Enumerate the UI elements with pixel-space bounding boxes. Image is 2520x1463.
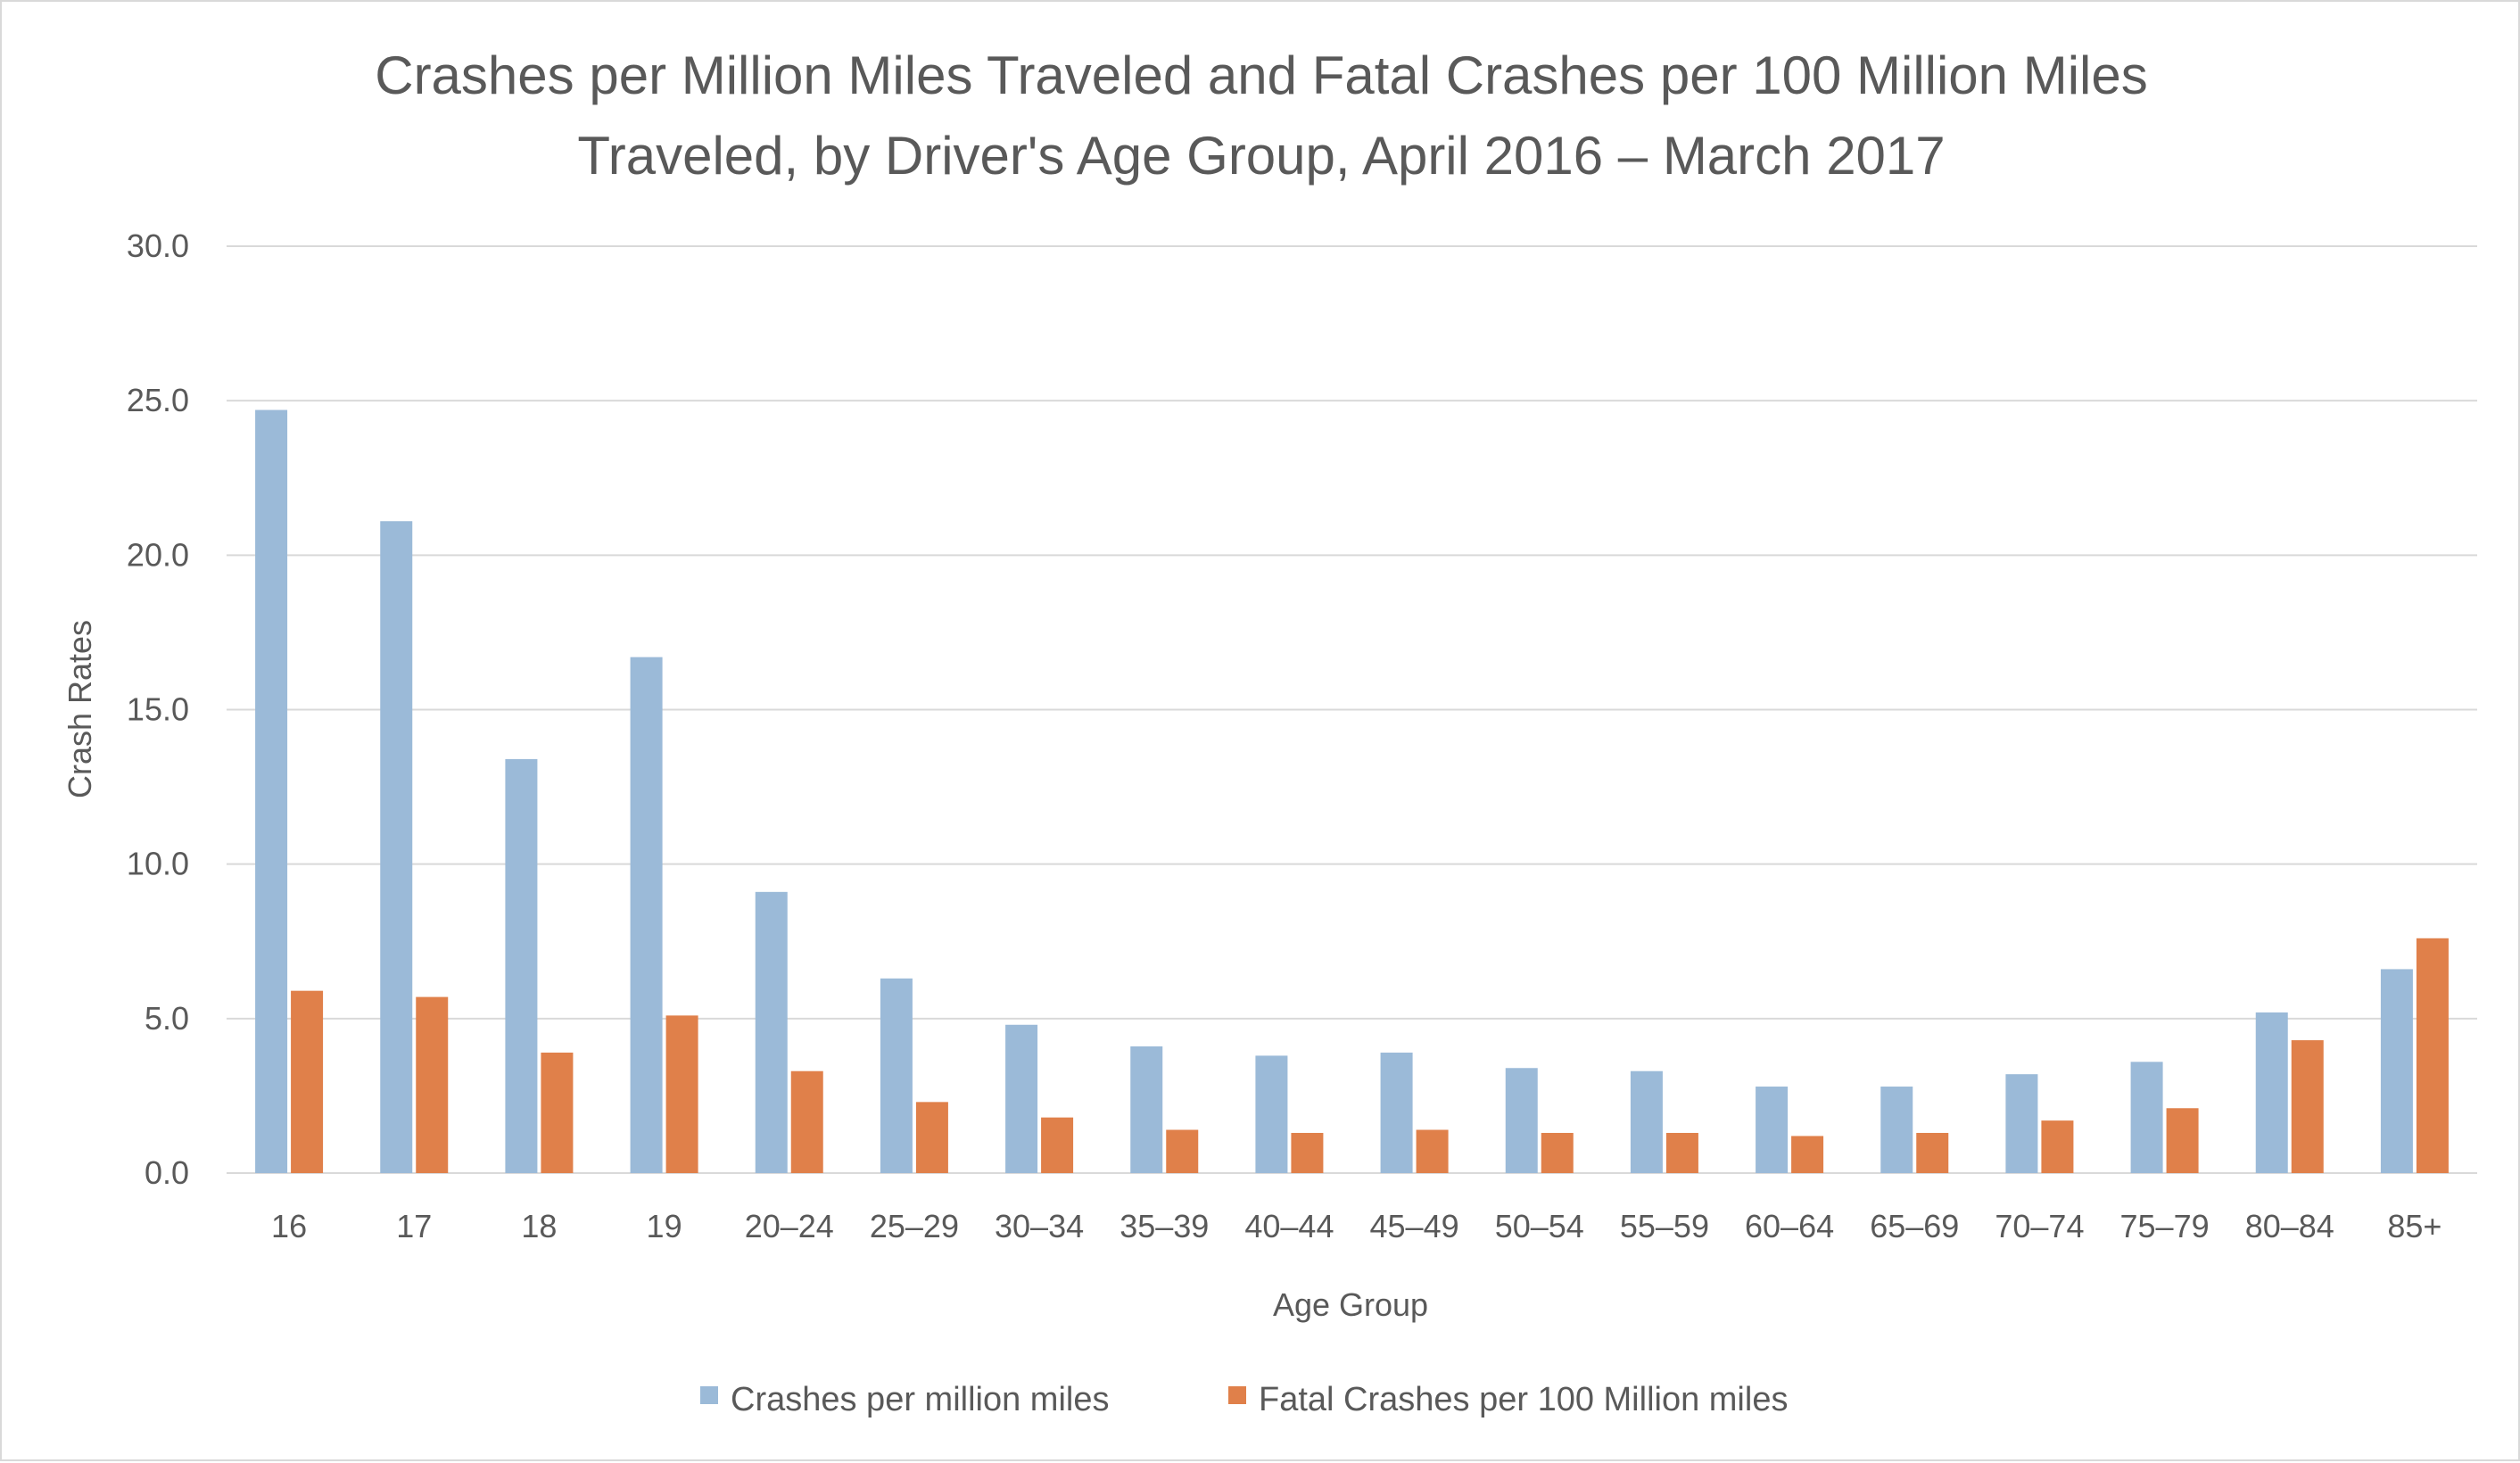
x-tick-label: 65–69 xyxy=(1870,1208,1959,1244)
legend-label: Fatal Crashes per 100 Million miles xyxy=(1259,1381,1788,1418)
y-tick-label: 20.0 xyxy=(127,536,189,573)
x-tick-label: 85+ xyxy=(2387,1208,2442,1244)
bar-crashes xyxy=(2130,1062,2163,1173)
y-tick-label: 15.0 xyxy=(127,691,189,728)
y-tick-label: 10.0 xyxy=(127,846,189,882)
bar-crashes xyxy=(380,521,413,1173)
legend-swatch xyxy=(1228,1386,1246,1404)
bar-crashes xyxy=(1255,1055,1288,1173)
bar-fatal-crashes xyxy=(2416,938,2449,1173)
y-tick-label: 25.0 xyxy=(127,382,189,418)
bar-fatal-crashes xyxy=(1041,1117,1074,1173)
bar-crashes xyxy=(1130,1046,1163,1173)
bar-fatal-crashes xyxy=(790,1070,823,1173)
bar-fatal-crashes xyxy=(291,990,324,1173)
bar-fatal-crashes xyxy=(416,996,449,1173)
bar-crashes xyxy=(1380,1052,1413,1173)
legend-swatch xyxy=(700,1386,718,1404)
x-tick-label: 25–29 xyxy=(870,1208,959,1244)
x-tick-label: 19 xyxy=(647,1208,682,1244)
bar-crashes xyxy=(255,409,288,1174)
x-tick-label: 55–59 xyxy=(1620,1208,1709,1244)
bar-fatal-crashes xyxy=(665,1015,698,1173)
bar-fatal-crashes xyxy=(2291,1040,2324,1173)
bar-crashes xyxy=(1756,1087,1789,1173)
bar-crashes xyxy=(2255,1012,2288,1173)
bar-crashes xyxy=(630,657,663,1173)
bar-fatal-crashes xyxy=(1665,1132,1698,1173)
chart-title-line-1: Crashes per Million Miles Traveled and F… xyxy=(375,45,2147,105)
x-tick-label: 17 xyxy=(396,1208,432,1244)
y-tick-label: 5.0 xyxy=(145,1000,189,1037)
bar-crashes xyxy=(1630,1070,1663,1173)
bar-fatal-crashes xyxy=(2166,1108,2199,1173)
x-tick-label: 50–54 xyxy=(1495,1208,1584,1244)
bar-fatal-crashes xyxy=(2041,1120,2074,1173)
bar-crashes xyxy=(505,758,538,1173)
bar-crashes xyxy=(880,978,913,1173)
x-tick-label: 16 xyxy=(271,1208,307,1244)
bar-fatal-crashes xyxy=(1416,1129,1449,1173)
x-axis-label: Age Group xyxy=(1273,1286,1428,1323)
bar-fatal-crashes xyxy=(1541,1132,1574,1173)
x-tick-label: 40–44 xyxy=(1244,1208,1334,1244)
legend-label: Crashes per million miles xyxy=(731,1381,1109,1418)
bar-crashes xyxy=(2380,969,2413,1173)
bar-crashes xyxy=(1880,1087,1913,1173)
bar-crashes xyxy=(1505,1068,1538,1173)
y-tick-label: 30.0 xyxy=(127,227,189,264)
x-tick-label: 35–39 xyxy=(1120,1208,1209,1244)
x-tick-label: 20–24 xyxy=(745,1208,834,1244)
x-tick-label: 80–84 xyxy=(2245,1208,2334,1244)
x-tick-label: 30–34 xyxy=(995,1208,1084,1244)
chart-title-line-2: Traveled, by Driver's Age Group, April 2… xyxy=(577,126,1945,186)
bar-fatal-crashes xyxy=(1291,1132,1324,1173)
x-tick-label: 45–49 xyxy=(1370,1208,1459,1244)
bar-fatal-crashes xyxy=(1916,1132,1949,1173)
y-axis-label: Crash Rates xyxy=(62,620,98,798)
x-tick-label: 70–74 xyxy=(1995,1208,2084,1244)
bar-crashes xyxy=(755,891,788,1173)
bar-fatal-crashes xyxy=(915,1102,948,1173)
bar-fatal-crashes xyxy=(1791,1136,1824,1173)
y-tick-label: 0.0 xyxy=(145,1154,189,1191)
x-tick-label: 75–79 xyxy=(2120,1208,2210,1244)
bar-crashes xyxy=(2005,1074,2038,1173)
bar-fatal-crashes xyxy=(541,1052,574,1173)
x-tick-label: 60–64 xyxy=(1745,1208,1834,1244)
x-tick-label: 18 xyxy=(521,1208,557,1244)
bar-fatal-crashes xyxy=(1166,1129,1199,1173)
bar-crashes xyxy=(1005,1024,1038,1173)
